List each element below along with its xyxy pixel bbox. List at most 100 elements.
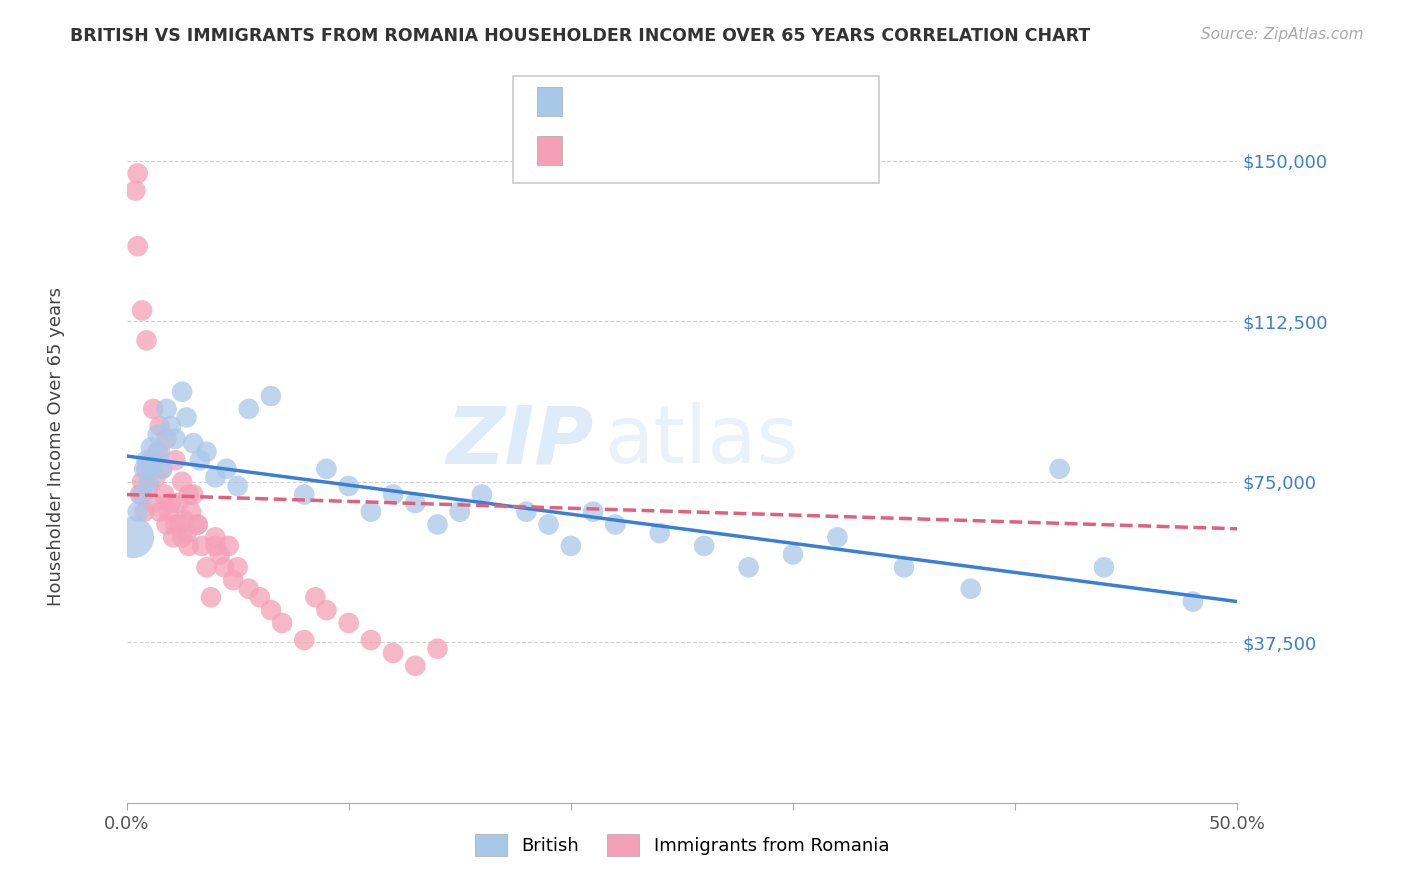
- Text: Householder Income Over 65 years: Householder Income Over 65 years: [48, 286, 65, 606]
- Point: [127, 239, 149, 253]
- Point: [181, 436, 204, 450]
- Point: [169, 517, 191, 532]
- Point: [122, 530, 145, 544]
- Point: [382, 487, 405, 501]
- Point: [150, 462, 173, 476]
- Point: [127, 166, 149, 180]
- Point: [131, 303, 153, 318]
- Point: [124, 184, 146, 198]
- Point: [1049, 462, 1071, 476]
- Text: atlas: atlas: [605, 402, 799, 480]
- Point: [127, 505, 149, 519]
- Point: [135, 334, 157, 348]
- Point: [187, 517, 209, 532]
- Point: [173, 513, 195, 527]
- Text: R = -0.329: R = -0.329: [574, 93, 679, 111]
- Point: [214, 560, 236, 574]
- Point: [404, 658, 426, 673]
- Point: [181, 487, 204, 501]
- Point: [131, 487, 153, 501]
- Point: [337, 479, 360, 493]
- Point: [139, 441, 162, 455]
- Point: [135, 462, 157, 476]
- Point: [218, 539, 240, 553]
- Point: [146, 427, 169, 442]
- Point: [605, 517, 627, 532]
- Point: [426, 517, 449, 532]
- Point: [560, 539, 582, 553]
- Point: [693, 539, 716, 553]
- Point: [195, 444, 218, 458]
- Point: [222, 573, 245, 587]
- Point: [215, 462, 238, 476]
- Point: [165, 432, 187, 446]
- Point: [426, 641, 449, 656]
- Point: [204, 470, 226, 484]
- Point: [337, 615, 360, 630]
- Text: N = 47: N = 47: [738, 93, 806, 111]
- Point: [238, 582, 260, 596]
- Point: [471, 487, 494, 501]
- Point: [271, 615, 294, 630]
- Point: [162, 530, 184, 544]
- Text: ZIP: ZIP: [446, 402, 593, 480]
- Point: [134, 462, 156, 476]
- Point: [782, 548, 804, 562]
- Point: [176, 410, 198, 425]
- Point: [188, 453, 211, 467]
- Point: [959, 582, 981, 596]
- Point: [128, 487, 150, 501]
- Point: [648, 526, 671, 541]
- Point: [515, 505, 537, 519]
- Point: [135, 453, 157, 467]
- Point: [260, 389, 283, 403]
- Point: [157, 505, 180, 519]
- Point: [582, 505, 605, 519]
- Point: [165, 517, 187, 532]
- Point: [131, 475, 153, 489]
- Point: [149, 419, 172, 434]
- Point: [204, 539, 226, 553]
- Point: [187, 517, 209, 532]
- Point: [195, 560, 218, 574]
- Point: [226, 479, 249, 493]
- Point: [1092, 560, 1115, 574]
- Point: [191, 539, 214, 553]
- Point: [382, 646, 405, 660]
- Point: [260, 603, 283, 617]
- Point: [249, 591, 271, 605]
- Point: [153, 487, 176, 501]
- Point: [155, 432, 177, 446]
- Point: [200, 591, 222, 605]
- Point: [134, 505, 156, 519]
- Point: [893, 560, 915, 574]
- Point: [208, 548, 231, 562]
- Point: [149, 505, 172, 519]
- Point: [172, 530, 194, 544]
- Point: [142, 401, 165, 416]
- Point: [150, 462, 173, 476]
- Point: [165, 453, 187, 467]
- Point: [139, 453, 162, 467]
- Point: [172, 475, 194, 489]
- Point: [145, 470, 167, 484]
- Point: [226, 560, 249, 574]
- Point: [172, 384, 194, 399]
- Point: [360, 633, 382, 648]
- Text: N = 60: N = 60: [738, 142, 806, 160]
- Text: R = -0.026: R = -0.026: [574, 142, 679, 160]
- Point: [177, 487, 200, 501]
- Point: [292, 633, 315, 648]
- Point: [737, 560, 759, 574]
- Point: [315, 462, 337, 476]
- Point: [449, 505, 471, 519]
- Point: [537, 517, 560, 532]
- Point: [155, 517, 177, 532]
- Point: [160, 496, 183, 510]
- Point: [146, 444, 169, 458]
- Point: [142, 496, 165, 510]
- Point: [304, 591, 326, 605]
- Point: [149, 444, 172, 458]
- Point: [177, 539, 200, 553]
- Point: [180, 505, 202, 519]
